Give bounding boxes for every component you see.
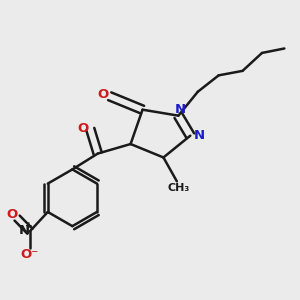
- Text: O⁻: O⁻: [21, 248, 39, 261]
- Text: N: N: [194, 129, 205, 142]
- Text: O: O: [7, 208, 18, 221]
- Text: N: N: [175, 103, 186, 116]
- Text: O: O: [98, 88, 109, 101]
- Text: CH₃: CH₃: [167, 183, 190, 193]
- Text: +: +: [25, 221, 33, 230]
- Text: N: N: [19, 224, 30, 237]
- Text: O: O: [77, 122, 88, 135]
